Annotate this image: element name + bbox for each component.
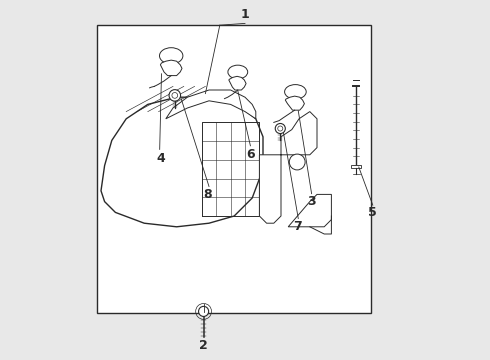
Ellipse shape <box>228 65 248 79</box>
Text: 7: 7 <box>293 220 301 233</box>
Circle shape <box>169 90 180 101</box>
Polygon shape <box>285 96 304 110</box>
Circle shape <box>172 93 178 98</box>
Circle shape <box>278 126 283 131</box>
Polygon shape <box>166 90 256 119</box>
Polygon shape <box>229 76 246 90</box>
Bar <box>98 25 371 313</box>
Circle shape <box>289 154 305 170</box>
Polygon shape <box>288 194 331 227</box>
Text: 6: 6 <box>246 148 255 161</box>
Text: 2: 2 <box>199 339 208 352</box>
Polygon shape <box>160 60 182 76</box>
Polygon shape <box>259 112 317 223</box>
Text: 3: 3 <box>307 195 316 208</box>
Polygon shape <box>351 165 361 168</box>
Ellipse shape <box>160 48 183 64</box>
Text: 8: 8 <box>203 188 212 201</box>
Text: 4: 4 <box>156 152 165 165</box>
Polygon shape <box>101 97 263 227</box>
Ellipse shape <box>285 85 306 99</box>
Text: 1: 1 <box>241 8 249 21</box>
Circle shape <box>198 306 209 316</box>
Text: 5: 5 <box>368 206 377 219</box>
Circle shape <box>275 123 285 134</box>
